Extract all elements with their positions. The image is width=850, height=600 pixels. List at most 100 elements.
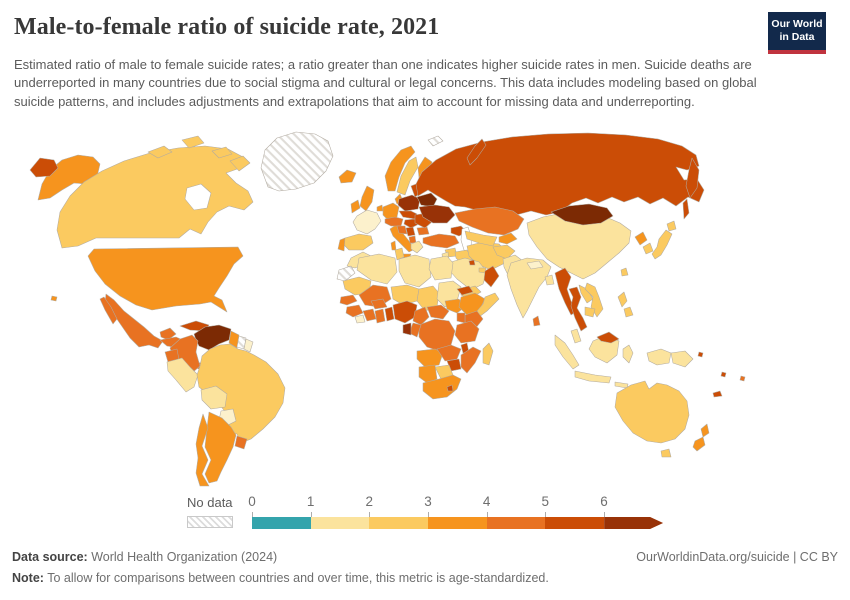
- region-papua-new-guinea[interactable]: [670, 350, 694, 368]
- region-bulgaria[interactable]: [416, 226, 430, 236]
- region-new-zealand-south[interactable]: [692, 436, 706, 452]
- region-gabon[interactable]: [402, 322, 412, 336]
- region-canada-arctic-3[interactable]: [211, 146, 233, 159]
- region-peru[interactable]: [166, 357, 199, 393]
- region-somalia[interactable]: [476, 292, 500, 318]
- region-kuwait[interactable]: [468, 259, 476, 266]
- region-sri-lanka[interactable]: [532, 315, 541, 327]
- region-cambodia[interactable]: [584, 306, 596, 318]
- region-canada-arctic-2[interactable]: [181, 135, 205, 149]
- region-egypt[interactable]: [428, 255, 454, 281]
- region-switzerland-austria[interactable]: [384, 216, 404, 227]
- region-malaysia-peninsular[interactable]: [570, 328, 582, 344]
- region-ukraine[interactable]: [418, 204, 456, 224]
- region-new-zealand-north[interactable]: [700, 423, 710, 438]
- region-novaya-zemlya-russia[interactable]: [466, 138, 487, 166]
- region-mongolia[interactable]: [550, 203, 614, 226]
- region-belarus[interactable]: [416, 192, 438, 208]
- region-tunisia[interactable]: [394, 247, 405, 261]
- region-iceland[interactable]: [338, 169, 357, 184]
- region-india[interactable]: [506, 257, 552, 319]
- region-lesser-sunda-indonesia[interactable]: [614, 381, 629, 389]
- region-canada-arctic-1[interactable]: [147, 145, 173, 159]
- region-south-africa[interactable]: [422, 374, 462, 400]
- region-uzbekistan-turkmenistan[interactable]: [464, 230, 498, 247]
- region-tasmania-australia[interactable]: [660, 448, 672, 458]
- region-angola[interactable]: [416, 348, 444, 368]
- region-cameroon[interactable]: [412, 306, 430, 326]
- region-thailand[interactable]: [568, 286, 588, 332]
- region-kazakhstan[interactable]: [454, 206, 525, 236]
- region-madagascar[interactable]: [482, 342, 494, 366]
- region-sweden[interactable]: [396, 156, 419, 196]
- region-western-sahara[interactable]: [336, 265, 356, 282]
- region-argentina[interactable]: [204, 411, 237, 484]
- region-vietnam[interactable]: [584, 282, 604, 318]
- region-germany[interactable]: [382, 202, 400, 222]
- region-liberia[interactable]: [354, 314, 366, 324]
- region-mozambique[interactable]: [460, 346, 482, 374]
- region-new-caledonia[interactable]: [712, 390, 723, 398]
- region-portugal[interactable]: [337, 237, 346, 252]
- region-guinea-sierraleone[interactable]: [345, 304, 364, 318]
- region-yucatan-mexico[interactable]: [159, 327, 177, 341]
- region-guyana[interactable]: [228, 330, 240, 349]
- region-australia[interactable]: [614, 380, 690, 444]
- region-french-guiana[interactable]: [243, 338, 254, 353]
- legend-bin-6-plus[interactable]: [604, 517, 664, 529]
- region-nepal[interactable]: [526, 260, 544, 270]
- legend-bin-3-4[interactable]: [428, 517, 487, 529]
- region-south-korea[interactable]: [642, 242, 654, 255]
- region-north-korea[interactable]: [634, 231, 648, 246]
- region-albania-macedonia[interactable]: [408, 235, 417, 244]
- region-france[interactable]: [352, 209, 382, 235]
- owid-logo[interactable]: Our World in Data: [768, 12, 826, 54]
- region-japan[interactable]: [651, 229, 673, 260]
- region-sumatra-indonesia[interactable]: [554, 334, 580, 370]
- region-serbia[interactable]: [405, 226, 416, 237]
- region-west-papua-indonesia[interactable]: [646, 348, 672, 366]
- region-ireland[interactable]: [350, 199, 361, 214]
- region-canada[interactable]: [56, 145, 254, 249]
- region-croatia-bosnia[interactable]: [396, 225, 408, 235]
- region-uk[interactable]: [359, 185, 375, 212]
- region-fiji[interactable]: [739, 375, 746, 382]
- region-central-african-republic[interactable]: [426, 304, 450, 320]
- region-philippines-north[interactable]: [617, 291, 628, 308]
- region-hokkaido-japan[interactable]: [666, 220, 677, 232]
- region-benelux[interactable]: [376, 204, 384, 212]
- region-java-indonesia[interactable]: [574, 370, 612, 384]
- region-ghana[interactable]: [374, 308, 386, 324]
- region-poland[interactable]: [397, 194, 421, 212]
- region-usa[interactable]: [87, 246, 244, 313]
- region-eritrea[interactable]: [456, 285, 474, 296]
- region-canada-arctic-4[interactable]: [229, 155, 251, 172]
- region-libya[interactable]: [398, 254, 432, 288]
- legend-bin-4-5[interactable]: [486, 517, 546, 529]
- region-turkey[interactable]: [422, 233, 460, 249]
- region-baja-mexico[interactable]: [99, 296, 118, 325]
- region-oman[interactable]: [483, 265, 500, 288]
- region-bolivia[interactable]: [200, 385, 228, 410]
- region-zambia[interactable]: [436, 344, 462, 362]
- region-solomon-islands[interactable]: [697, 351, 704, 358]
- region-afghanistan[interactable]: [492, 244, 516, 260]
- region-ivory-coast[interactable]: [362, 308, 377, 322]
- region-togo-benin[interactable]: [384, 306, 395, 322]
- legend-no-data-swatch[interactable]: [187, 516, 233, 528]
- region-borneo-malaysia[interactable]: [596, 331, 620, 344]
- region-svalbard[interactable]: [427, 135, 444, 147]
- region-czechia-slovakia[interactable]: [398, 210, 418, 220]
- legend-bin-5-6[interactable]: [545, 517, 605, 529]
- region-greece[interactable]: [410, 240, 424, 254]
- region-chile[interactable]: [195, 413, 210, 487]
- legend-bin-1-2[interactable]: [310, 517, 370, 529]
- region-norway[interactable]: [384, 145, 416, 192]
- region-kamchatka-russia[interactable]: [685, 157, 700, 199]
- region-bangladesh[interactable]: [544, 274, 555, 286]
- region-taiwan[interactable]: [620, 267, 629, 277]
- region-philippines-south[interactable]: [623, 306, 634, 318]
- attribution-link[interactable]: OurWorldinData.org/suicide | CC BY: [636, 550, 838, 564]
- region-chukotka-russia[interactable]: [29, 157, 59, 178]
- region-spain[interactable]: [342, 233, 374, 251]
